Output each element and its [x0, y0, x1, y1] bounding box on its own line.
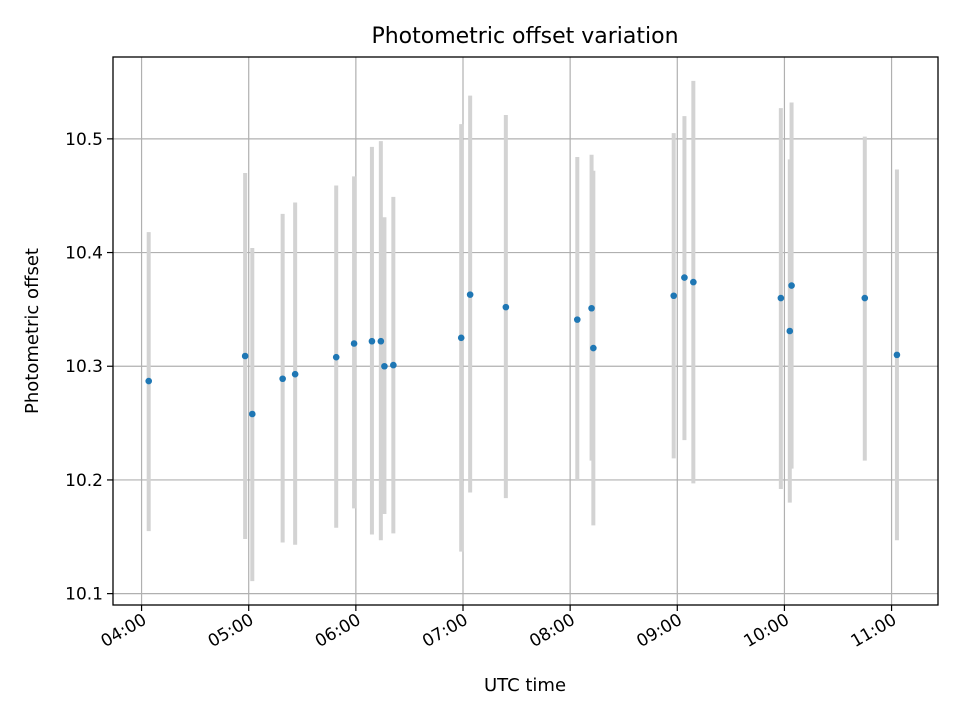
data-point — [893, 351, 901, 359]
y-axis: 10.1 10.2 10.3 10.4 10.5 — [65, 130, 113, 605]
data-point — [368, 337, 376, 345]
data-point — [861, 294, 869, 302]
data-point — [350, 340, 358, 347]
plot-frame — [112, 56, 939, 606]
data-point — [381, 362, 388, 370]
data-point — [145, 377, 153, 385]
data-point — [590, 344, 597, 352]
data-point — [291, 370, 299, 378]
data-point — [241, 352, 249, 360]
data-point — [681, 274, 688, 281]
y-axis-label: Photometric offset — [22, 248, 43, 414]
data-point — [466, 291, 474, 298]
y-tick-label: 10.1 — [65, 585, 103, 605]
data-point — [690, 278, 697, 286]
y-tick-label: 10.2 — [65, 471, 103, 491]
chart-title: Photometric offset variation — [371, 24, 678, 49]
x-axis-label: UTC time — [484, 675, 566, 696]
y-tick-label: 10.5 — [65, 130, 103, 150]
data-points — [145, 274, 901, 418]
data-point — [788, 282, 795, 289]
data-point — [279, 375, 286, 383]
data-point — [390, 361, 397, 369]
data-point — [502, 303, 510, 311]
data-point — [670, 292, 678, 300]
data-point — [457, 334, 465, 342]
data-point — [786, 327, 794, 335]
data-point — [332, 353, 340, 361]
data-point — [588, 304, 595, 312]
y-tick-label: 10.3 — [65, 357, 103, 377]
data-point — [248, 410, 256, 418]
data-point — [573, 316, 581, 323]
data-point — [377, 337, 385, 345]
y-tick-label: 10.4 — [65, 244, 103, 264]
data-point — [777, 294, 785, 302]
